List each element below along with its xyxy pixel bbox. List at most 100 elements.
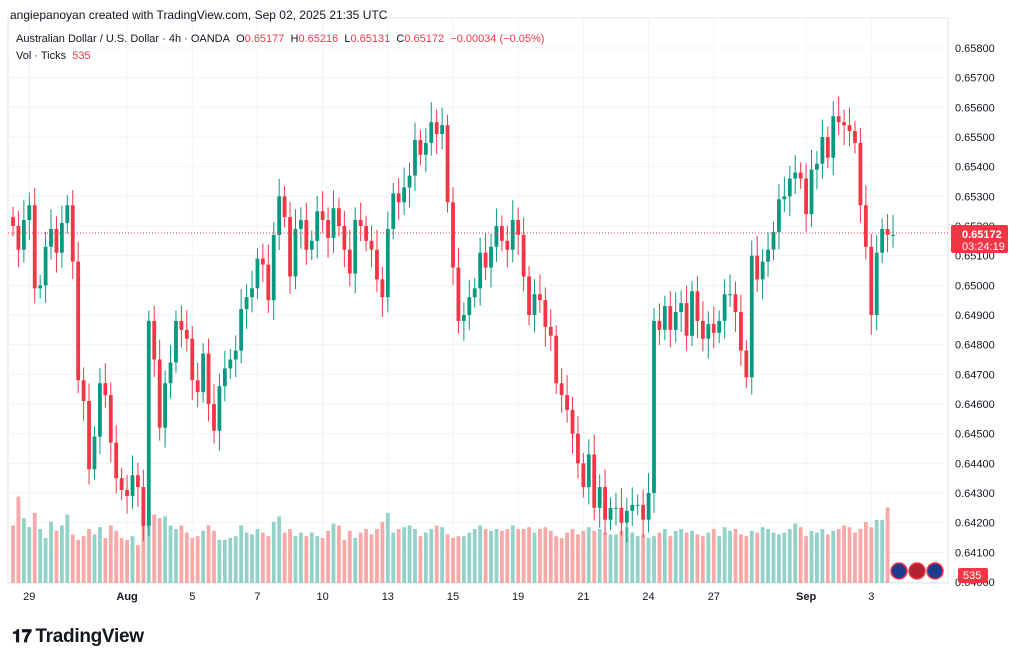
price-tick-label: 0.65700 [955,73,995,85]
volume-bar [809,530,814,583]
candle-body [771,231,776,250]
volume-bar [184,532,189,583]
candle-body [635,504,640,506]
volume-bar [874,520,879,583]
candle-body [32,205,37,289]
volume-bar [597,529,602,583]
volume-bar [858,529,863,583]
candle-body [380,279,385,298]
price-axis[interactable]: 0.65800 0.65700 0.65600 0.65500 0.65400 0.653… [955,43,995,589]
candle-body [228,359,233,369]
candle-body [304,220,309,250]
volume-bar [505,529,510,583]
symbol-legend[interactable]: Australian Dollar / U.S. Dollar · 4h · O… [16,33,544,45]
volume-bar [510,525,515,583]
candle-body [787,178,792,197]
volume-bar [65,514,70,583]
volume-bar [467,532,472,583]
candle-body [342,226,347,250]
volume-bar [853,532,857,583]
volume-bar [309,532,314,583]
volume-bar [880,520,885,583]
candle-body [451,202,455,268]
candle-body [418,139,423,155]
volume-bar [516,529,521,583]
candle-body [299,220,303,229]
volume-bar [103,538,108,583]
volume-bar [49,521,53,583]
volume-bar [304,536,309,583]
candle-body [212,404,216,431]
volume-bar [293,536,298,583]
volume-bar [782,532,787,583]
volume-bar [228,538,233,583]
volume-bar [847,527,852,583]
volume-bar [576,534,580,583]
price-tick-label: 0.64500 [955,429,995,441]
volume-bar [92,534,97,583]
candle-body [375,249,379,280]
candle-body [749,255,754,378]
event-flags[interactable] [890,562,944,580]
time-tick-label: 15 [447,591,459,603]
flag-icon-au-2 [926,562,944,580]
volume-bar [717,536,722,583]
tradingview-logo[interactable]: 𝟏𝟕 TradingView [12,626,144,648]
time-axis[interactable]: 29 Aug 5 7 10 13 15 19 21 24 27 Sep 3 [23,591,874,603]
volume-bar [619,530,624,583]
candle-body [222,368,227,387]
candle-body [527,276,531,315]
symbol-name: Australian Dollar / U.S. Dollar · 4h · O… [16,33,230,45]
candle-body [516,220,521,235]
candle-body [141,487,146,526]
candle-body [657,320,662,330]
volume-bar [114,530,119,583]
candle-body [847,125,852,132]
candle-body [293,228,298,277]
candle-body [499,226,504,241]
candle-body [798,172,803,179]
volume-bar [163,516,167,583]
candle-body [646,493,651,520]
time-tick-label: 24 [642,591,654,603]
volume-bar [98,527,102,583]
volume-bar [494,529,499,583]
volume-bar [706,532,711,583]
candle-body [619,507,624,523]
close-value: 0.65172 [404,33,445,45]
volume-bar [320,538,325,583]
volume-legend[interactable]: Vol · Ticks 535 [16,50,91,62]
candle-body [244,297,249,310]
volume-bar [108,525,113,583]
candle-body [722,294,727,321]
candle-body [842,122,847,126]
candle-body [880,228,885,253]
volume-bar [836,529,841,583]
open-label: O [236,33,245,45]
volume-bar [461,536,466,583]
volume-bar [217,539,222,583]
volume-bar [402,527,407,583]
open-value: 0.65177 [244,33,285,45]
volume-bar [434,525,439,583]
candle-body [38,285,43,289]
candle-body [440,125,445,135]
candle-body [690,291,694,336]
candle-body [353,220,358,274]
candle-body [136,475,140,488]
volume-bar [315,536,320,583]
volume-bar [11,525,15,583]
candle-body [608,507,613,520]
volume-bar [282,532,287,583]
candle-body [195,380,200,393]
volume-bar [570,529,575,583]
candle-body [673,312,678,330]
candle-body [869,246,874,315]
candle-body [505,240,510,250]
volume-bar [136,545,140,583]
volume-bar [429,529,434,583]
candle-body [16,226,21,250]
candle-body [250,288,254,298]
volume-bar [299,532,303,583]
